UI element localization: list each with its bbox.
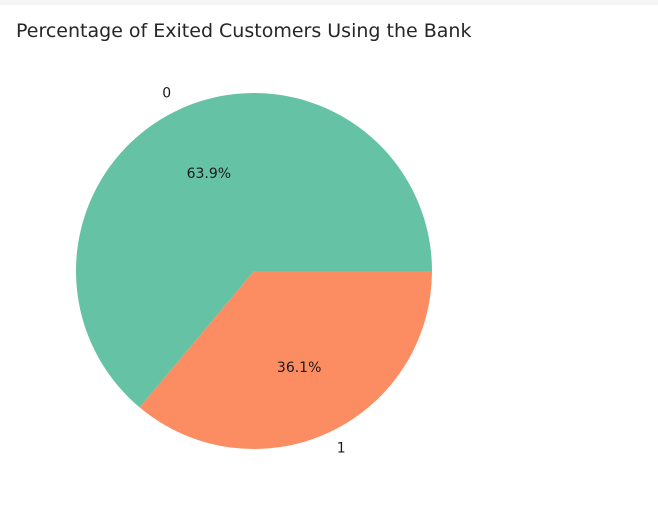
- pct-label-0: 63.9%: [187, 166, 231, 182]
- pie-slice-0: [75, 93, 432, 408]
- chart-title: Percentage of Exited Customers Using the…: [16, 20, 472, 42]
- top-strip: [0, 0, 658, 5]
- pie-slice-1: [139, 271, 433, 450]
- slice-label-0: 0: [162, 86, 171, 102]
- slice-label-1: 1: [337, 440, 346, 456]
- pct-label-1: 36.1%: [277, 360, 321, 376]
